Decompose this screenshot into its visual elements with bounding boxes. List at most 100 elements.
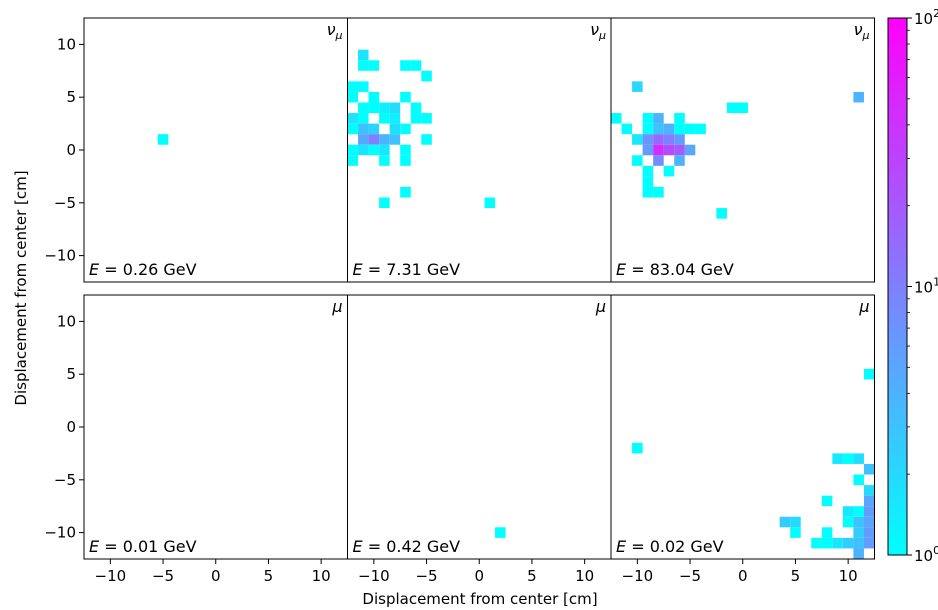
energy-label: E = 7.31 GeV [353,260,461,279]
heatmap-bin [632,81,643,92]
particle-label: μ [595,297,606,316]
panel-background [84,18,348,282]
heatmap-bin [726,102,738,114]
y-tick-label: −10 [44,247,76,265]
heatmap-bin [368,123,380,135]
heatmap-bin [389,123,401,135]
heatmap-bin [863,537,875,549]
heatmap-bin [358,81,369,92]
panel-1: νμ E = 0.26 GeV [83,17,348,283]
x-tick-label: 5 [791,567,801,585]
heatmap-bin [674,134,685,145]
panel-frame [610,17,875,283]
heatmap-bin [863,527,875,538]
panel-bins [632,368,875,559]
heatmap-bin [368,102,380,114]
heatmap-bin [853,516,864,528]
heatmap-bin [410,113,422,124]
y-tick-label: 5 [66,88,76,106]
heatmap-bin [347,155,359,166]
heatmap-bin [842,506,854,517]
heatmap-bin [863,463,875,475]
particle-label: νμ [327,20,343,42]
colorbar-tick-label: 102 [914,7,938,28]
heatmap-bin [663,123,675,135]
heatmap-bin [674,113,685,124]
heatmap-bin [863,506,875,517]
heatmap-bin [632,442,643,454]
heatmap-bin [379,102,390,114]
heatmap-bin [421,113,432,124]
x-tick-label: −5 [152,567,174,585]
particle-label: νμ [590,20,606,42]
heatmap-bin [347,81,359,92]
heatmap-bin [400,144,411,156]
heatmap-bin [832,453,843,464]
y-tick-label: 10 [57,312,76,330]
heatmap-bin [653,134,664,145]
heatmap-bin [653,186,664,198]
heatmap-bin [379,155,390,166]
heatmap-bin [842,453,854,464]
x-tick-label: −5 [679,567,701,585]
energy-label: E = 83.04 GeV [616,260,734,279]
heatmap-bin [379,134,390,145]
panel-3: νμ E = 83.04 GeV [610,17,875,283]
heatmap-bin [157,134,169,145]
panel-2: νμ E = 7.31 GeV [347,17,612,283]
heatmap-bin [379,144,390,156]
heatmap-bin [853,474,864,486]
heatmap-bin [642,113,654,124]
heatmap-bin [642,134,654,145]
heatmap-bin [379,197,390,209]
panel-bins [347,49,496,209]
heatmap-bin [821,495,833,507]
heatmap-bin [853,453,864,464]
panel-bins [157,134,169,145]
x-tick-label: 10 [312,567,331,585]
heatmap-bin [790,527,801,538]
heatmap-bin [821,537,833,549]
heatmap-bin [410,60,422,71]
colorbar-tick-label: 101 [914,276,938,297]
y-axis-label: Displacement from center [cm] [12,170,30,405]
heatmap-bin [358,102,369,114]
heatmap-bin [368,134,380,145]
x-tick-label: −10 [358,567,390,585]
heatmap-bin [853,527,864,538]
heatmap-bin [716,208,727,219]
heatmap-bin [642,123,654,135]
x-tick-label: −10 [95,567,127,585]
heatmap-bin [853,548,864,559]
heatmap-bin [400,60,411,71]
x-axis-label: Displacement from center [cm] [362,590,597,608]
heatmap-bin [358,123,369,135]
heatmap-bin [347,144,359,156]
energy-label: E = 0.01 GeV [89,537,197,556]
heatmap-bin [674,123,685,135]
heatmap-bin [853,537,864,549]
heatmap-bin [632,155,643,166]
particle-label: μ [331,297,342,316]
heatmap-bin [400,123,411,135]
heatmap-bin [400,186,411,198]
heatmap-bin [621,123,633,135]
heatmap-bin [389,102,401,114]
heatmap-bin [832,537,843,549]
panel-background [611,295,875,559]
heatmap-bin [863,485,875,496]
x-tick-label: 0 [738,567,748,585]
heatmap-bin [358,60,369,71]
x-tick-label: 5 [264,567,274,585]
y-tick-label: 0 [66,418,76,436]
heatmap-bin [863,516,875,528]
heatmap-bin [347,91,359,103]
heatmap-bin [642,186,654,198]
y-tick-label: 0 [66,141,76,159]
heatmap-bin [863,495,875,507]
panel-bins [611,81,864,219]
heatmap-bin [379,113,390,124]
heatmap-bin [674,144,685,156]
y-tick-label: 10 [57,35,76,53]
